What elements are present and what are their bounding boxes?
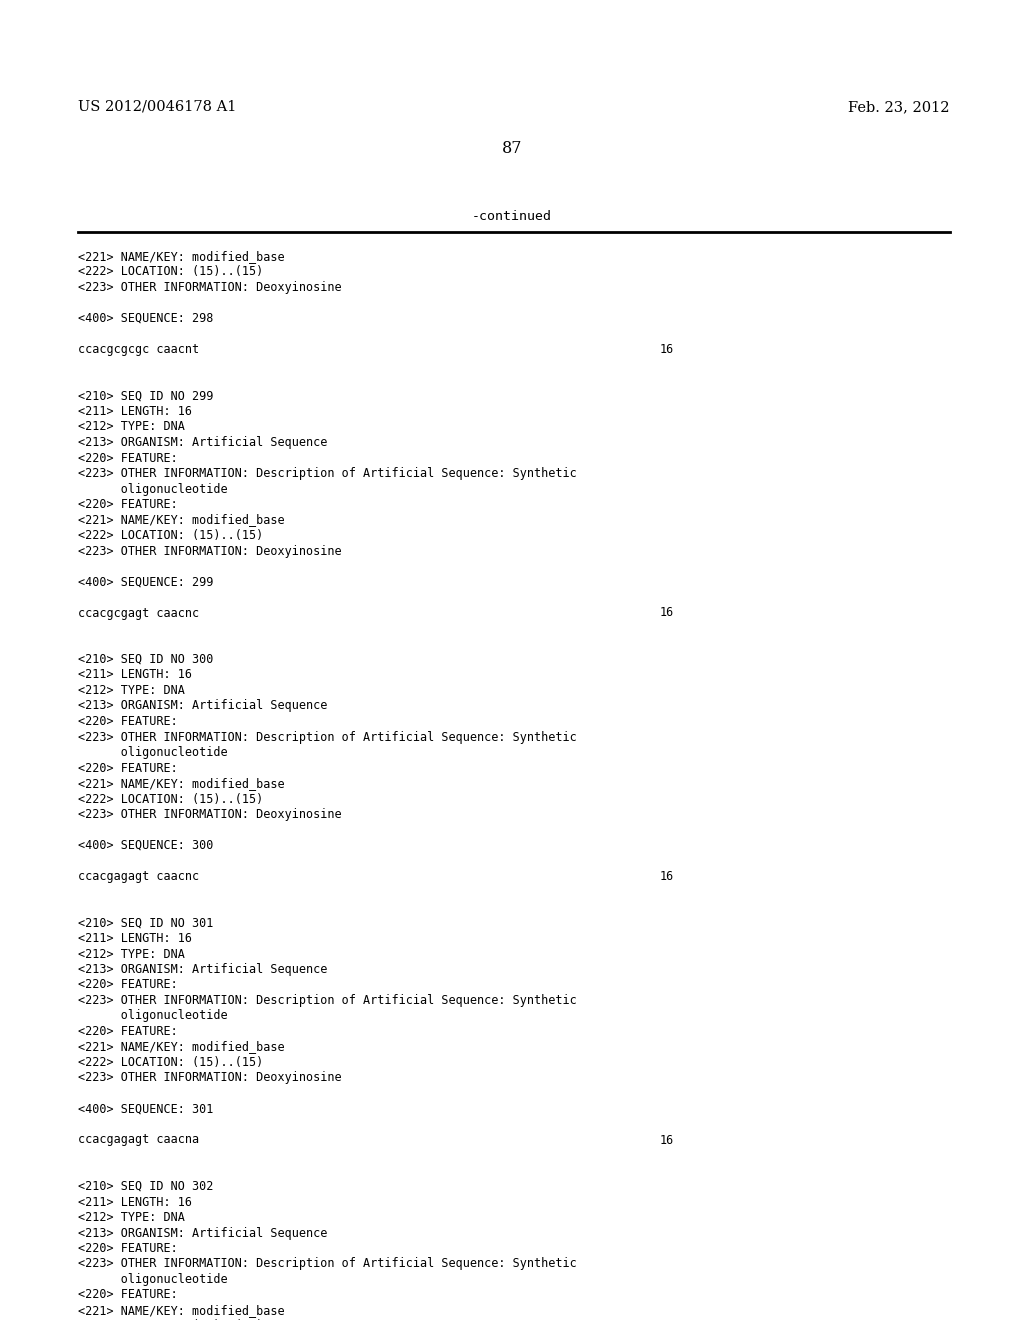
Text: <220> FEATURE:: <220> FEATURE: — [78, 1242, 178, 1255]
Text: <212> TYPE: DNA: <212> TYPE: DNA — [78, 421, 185, 433]
Text: <400> SEQUENCE: 301: <400> SEQUENCE: 301 — [78, 1102, 213, 1115]
Text: <221> NAME/KEY: modified_base: <221> NAME/KEY: modified_base — [78, 777, 285, 789]
Text: <222> LOCATION: (15)..(15): <222> LOCATION: (15)..(15) — [78, 265, 263, 279]
Text: 16: 16 — [660, 606, 674, 619]
Text: <212> TYPE: DNA: <212> TYPE: DNA — [78, 1210, 185, 1224]
Text: <223> OTHER INFORMATION: Description of Artificial Sequence: Synthetic: <223> OTHER INFORMATION: Description of … — [78, 1258, 577, 1270]
Text: <220> FEATURE:: <220> FEATURE: — [78, 451, 178, 465]
Text: <400> SEQUENCE: 298: <400> SEQUENCE: 298 — [78, 312, 213, 325]
Text: <211> LENGTH: 16: <211> LENGTH: 16 — [78, 1196, 193, 1209]
Text: <220> FEATURE:: <220> FEATURE: — [78, 978, 178, 991]
Text: <210> SEQ ID NO 300: <210> SEQ ID NO 300 — [78, 653, 213, 667]
Text: <212> TYPE: DNA: <212> TYPE: DNA — [78, 948, 185, 961]
Text: oligonucleotide: oligonucleotide — [78, 1272, 227, 1286]
Text: ccacgagagt caacnc: ccacgagagt caacnc — [78, 870, 199, 883]
Text: Feb. 23, 2012: Feb. 23, 2012 — [849, 100, 950, 114]
Text: <400> SEQUENCE: 300: <400> SEQUENCE: 300 — [78, 840, 213, 851]
Text: <222> LOCATION: (15)..(15): <222> LOCATION: (15)..(15) — [78, 1056, 263, 1069]
Text: <221> NAME/KEY: modified_base: <221> NAME/KEY: modified_base — [78, 1304, 285, 1317]
Text: <222> LOCATION: (15)..(15): <222> LOCATION: (15)..(15) — [78, 529, 263, 543]
Text: 16: 16 — [660, 1134, 674, 1147]
Text: US 2012/0046178 A1: US 2012/0046178 A1 — [78, 100, 237, 114]
Text: <223> OTHER INFORMATION: Deoxyinosine: <223> OTHER INFORMATION: Deoxyinosine — [78, 1072, 342, 1085]
Text: <221> NAME/KEY: modified_base: <221> NAME/KEY: modified_base — [78, 249, 285, 263]
Text: <221> NAME/KEY: modified_base: <221> NAME/KEY: modified_base — [78, 513, 285, 527]
Text: <210> SEQ ID NO 299: <210> SEQ ID NO 299 — [78, 389, 213, 403]
Text: <210> SEQ ID NO 302: <210> SEQ ID NO 302 — [78, 1180, 213, 1193]
Text: <220> FEATURE:: <220> FEATURE: — [78, 1026, 178, 1038]
Text: 16: 16 — [660, 870, 674, 883]
Text: <211> LENGTH: 16: <211> LENGTH: 16 — [78, 668, 193, 681]
Text: <400> SEQUENCE: 299: <400> SEQUENCE: 299 — [78, 576, 213, 589]
Text: <213> ORGANISM: Artificial Sequence: <213> ORGANISM: Artificial Sequence — [78, 964, 328, 975]
Text: <213> ORGANISM: Artificial Sequence: <213> ORGANISM: Artificial Sequence — [78, 1226, 328, 1239]
Text: ccacgcgcgc caacnt: ccacgcgcgc caacnt — [78, 343, 199, 356]
Text: oligonucleotide: oligonucleotide — [78, 483, 227, 495]
Text: <223> OTHER INFORMATION: Deoxyinosine: <223> OTHER INFORMATION: Deoxyinosine — [78, 281, 342, 294]
Text: ccacgagagt caacna: ccacgagagt caacna — [78, 1134, 199, 1147]
Text: <213> ORGANISM: Artificial Sequence: <213> ORGANISM: Artificial Sequence — [78, 436, 328, 449]
Text: <212> TYPE: DNA: <212> TYPE: DNA — [78, 684, 185, 697]
Text: 16: 16 — [660, 343, 674, 356]
Text: <220> FEATURE:: <220> FEATURE: — [78, 1288, 178, 1302]
Text: <213> ORGANISM: Artificial Sequence: <213> ORGANISM: Artificial Sequence — [78, 700, 328, 713]
Text: <223> OTHER INFORMATION: Description of Artificial Sequence: Synthetic: <223> OTHER INFORMATION: Description of … — [78, 467, 577, 480]
Text: <220> FEATURE:: <220> FEATURE: — [78, 762, 178, 775]
Text: <211> LENGTH: 16: <211> LENGTH: 16 — [78, 932, 193, 945]
Text: 87: 87 — [502, 140, 522, 157]
Text: <220> FEATURE:: <220> FEATURE: — [78, 498, 178, 511]
Text: ccacgcgagt caacnc: ccacgcgagt caacnc — [78, 606, 199, 619]
Text: <222> LOCATION: (15)..(15): <222> LOCATION: (15)..(15) — [78, 792, 263, 805]
Text: <223> OTHER INFORMATION: Description of Artificial Sequence: Synthetic: <223> OTHER INFORMATION: Description of … — [78, 994, 577, 1007]
Text: <211> LENGTH: 16: <211> LENGTH: 16 — [78, 405, 193, 418]
Text: <220> FEATURE:: <220> FEATURE: — [78, 715, 178, 729]
Text: <221> NAME/KEY: modified_base: <221> NAME/KEY: modified_base — [78, 1040, 285, 1053]
Text: -continued: -continued — [472, 210, 552, 223]
Text: oligonucleotide: oligonucleotide — [78, 746, 227, 759]
Text: <223> OTHER INFORMATION: Deoxyinosine: <223> OTHER INFORMATION: Deoxyinosine — [78, 544, 342, 557]
Text: oligonucleotide: oligonucleotide — [78, 1010, 227, 1023]
Text: <223> OTHER INFORMATION: Description of Artificial Sequence: Synthetic: <223> OTHER INFORMATION: Description of … — [78, 730, 577, 743]
Text: <223> OTHER INFORMATION: Deoxyinosine: <223> OTHER INFORMATION: Deoxyinosine — [78, 808, 342, 821]
Text: <210> SEQ ID NO 301: <210> SEQ ID NO 301 — [78, 916, 213, 929]
